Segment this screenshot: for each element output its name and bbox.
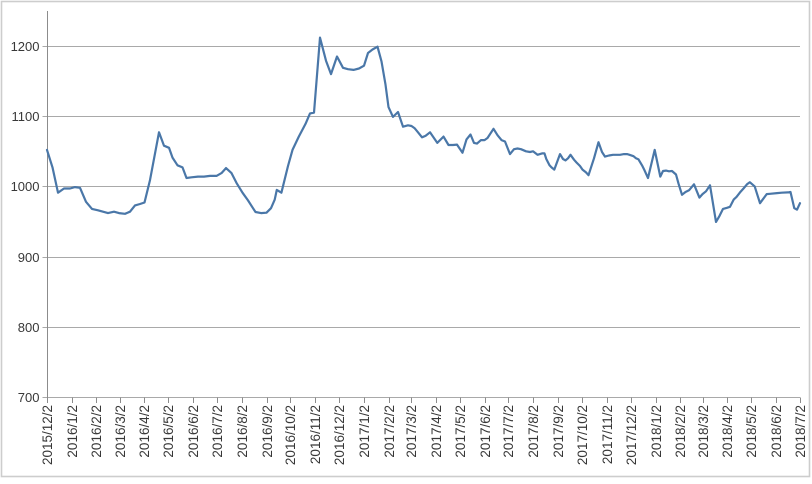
svg-text:2016/11/2: 2016/11/2 xyxy=(308,405,323,464)
svg-text:2018/6/2: 2018/6/2 xyxy=(769,405,784,458)
svg-text:2016/3/2: 2016/3/2 xyxy=(113,405,128,458)
svg-text:2018/2/2: 2018/2/2 xyxy=(673,405,688,458)
svg-text:1200: 1200 xyxy=(11,39,40,54)
svg-text:1000: 1000 xyxy=(11,179,40,194)
svg-text:2016/12/2: 2016/12/2 xyxy=(332,405,347,465)
svg-text:2017/4/2: 2017/4/2 xyxy=(429,405,444,458)
svg-text:2015/12/2: 2015/12/2 xyxy=(40,405,55,465)
svg-text:900: 900 xyxy=(18,250,40,265)
svg-text:2018/5/2: 2018/5/2 xyxy=(744,405,759,458)
svg-text:2018/7/2: 2018/7/2 xyxy=(793,405,808,458)
svg-text:2016/8/2: 2016/8/2 xyxy=(235,405,250,458)
svg-text:2018/4/2: 2018/4/2 xyxy=(720,405,735,458)
svg-text:2017/1/2: 2017/1/2 xyxy=(357,405,372,458)
svg-text:2016/5/2: 2016/5/2 xyxy=(161,405,176,458)
svg-text:2017/9/2: 2017/9/2 xyxy=(551,405,566,458)
svg-text:800: 800 xyxy=(18,320,40,335)
svg-text:2017/7/2: 2017/7/2 xyxy=(501,405,516,458)
svg-text:2017/3/2: 2017/3/2 xyxy=(404,405,419,458)
svg-text:2017/10/2: 2017/10/2 xyxy=(575,405,590,465)
svg-text:2016/1/2: 2016/1/2 xyxy=(65,405,80,458)
svg-text:2017/12/2: 2017/12/2 xyxy=(624,405,639,465)
svg-text:2017/8/2: 2017/8/2 xyxy=(526,405,541,458)
svg-text:2018/1/2: 2018/1/2 xyxy=(649,405,664,458)
svg-text:2017/2/2: 2017/2/2 xyxy=(382,405,397,458)
svg-text:2016/2/2: 2016/2/2 xyxy=(89,405,104,458)
svg-text:2016/9/2: 2016/9/2 xyxy=(260,405,275,458)
svg-text:2016/4/2: 2016/4/2 xyxy=(137,405,152,458)
svg-text:2017/5/2: 2017/5/2 xyxy=(453,405,468,458)
svg-text:700: 700 xyxy=(18,390,40,405)
svg-text:2016/6/2: 2016/6/2 xyxy=(186,405,201,458)
svg-text:1100: 1100 xyxy=(12,109,40,124)
svg-text:2017/6/2: 2017/6/2 xyxy=(478,405,493,458)
svg-text:2017/11/2: 2017/11/2 xyxy=(600,405,615,464)
svg-text:2016/7/2: 2016/7/2 xyxy=(210,405,225,458)
svg-text:2018/3/2: 2018/3/2 xyxy=(696,405,711,458)
svg-text:2016/10/2: 2016/10/2 xyxy=(283,405,298,465)
